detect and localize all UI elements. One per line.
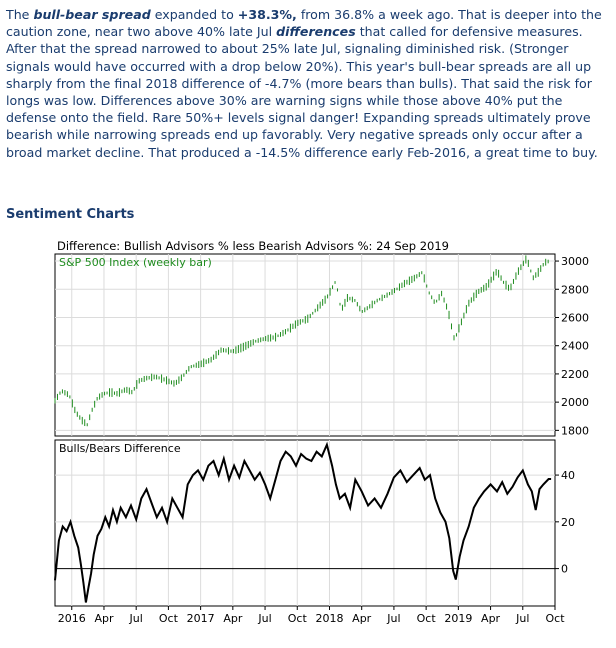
x-tick-label: 2017 [187,612,215,625]
sentiment-chart: 1800 2000 2200 2400 2600 2800 3000 0 20 40 2016 A… [54,239,589,625]
x-tick-label: Oct [288,612,308,625]
x-axis-labels: 2016 Apr Jul Oct 2017 Apr Jul Oct 2018 Apr Jul Oct 2… [58,606,565,625]
chart-title: Difference: Bullish Advisors % less Bear… [57,239,449,253]
price-legend: S&P 500 Index (weekly bar) [59,256,212,269]
x-tick-label: Apr [352,612,372,625]
x-tick-label: Oct [417,612,437,625]
price-panel-frame [54,253,556,437]
spread-gridlines [55,440,555,606]
spread-tick-label: 40 [561,469,575,482]
spread-tick-label: 0 [561,563,568,576]
term-differences: differences [276,24,356,40]
spread-panel-frame [54,439,556,607]
price-tick-label: 2600 [561,311,589,324]
x-tick-label: Jul [386,612,400,625]
x-tick-label: 2018 [315,612,343,625]
x-tick-label: Jul [129,612,143,625]
spread-legend: Bulls/Bears Difference [59,442,181,455]
x-tick-label: Apr [223,612,243,625]
x-tick-label: Oct [159,612,179,625]
spread-axis-labels: 0 20 40 [555,469,575,576]
commentary-paragraph: The bull-bear spread expanded to +38.3%,… [6,7,602,160]
x-tick-label: Apr [94,612,114,625]
price-tick-label: 2200 [561,368,589,381]
price-tick-label: 1800 [561,424,589,437]
spread-series-line [54,441,552,603]
spread-value: +38.3%, [237,7,297,22]
price-tick-label: 2400 [561,340,589,353]
x-tick-label: 2019 [444,612,472,625]
section-title: Sentiment Charts [6,207,135,222]
x-tick-label: Jul [257,612,271,625]
price-series [54,255,549,427]
price-gridlines [55,254,555,436]
price-tick-label: 3000 [561,255,589,268]
x-tick-label: 2016 [58,612,86,625]
spread-tick-label: 20 [561,516,575,529]
x-tick-label: Jul [515,612,529,625]
term-bull-bear-spread: bull-bear spread [33,7,151,22]
price-tick-label: 2800 [561,283,589,296]
price-axis-labels: 1800 2000 2200 2400 2600 2800 3000 [555,255,589,437]
price-tick-label: 2000 [561,396,589,409]
x-tick-label: Apr [481,612,501,625]
x-tick-label: Oct [545,612,565,625]
